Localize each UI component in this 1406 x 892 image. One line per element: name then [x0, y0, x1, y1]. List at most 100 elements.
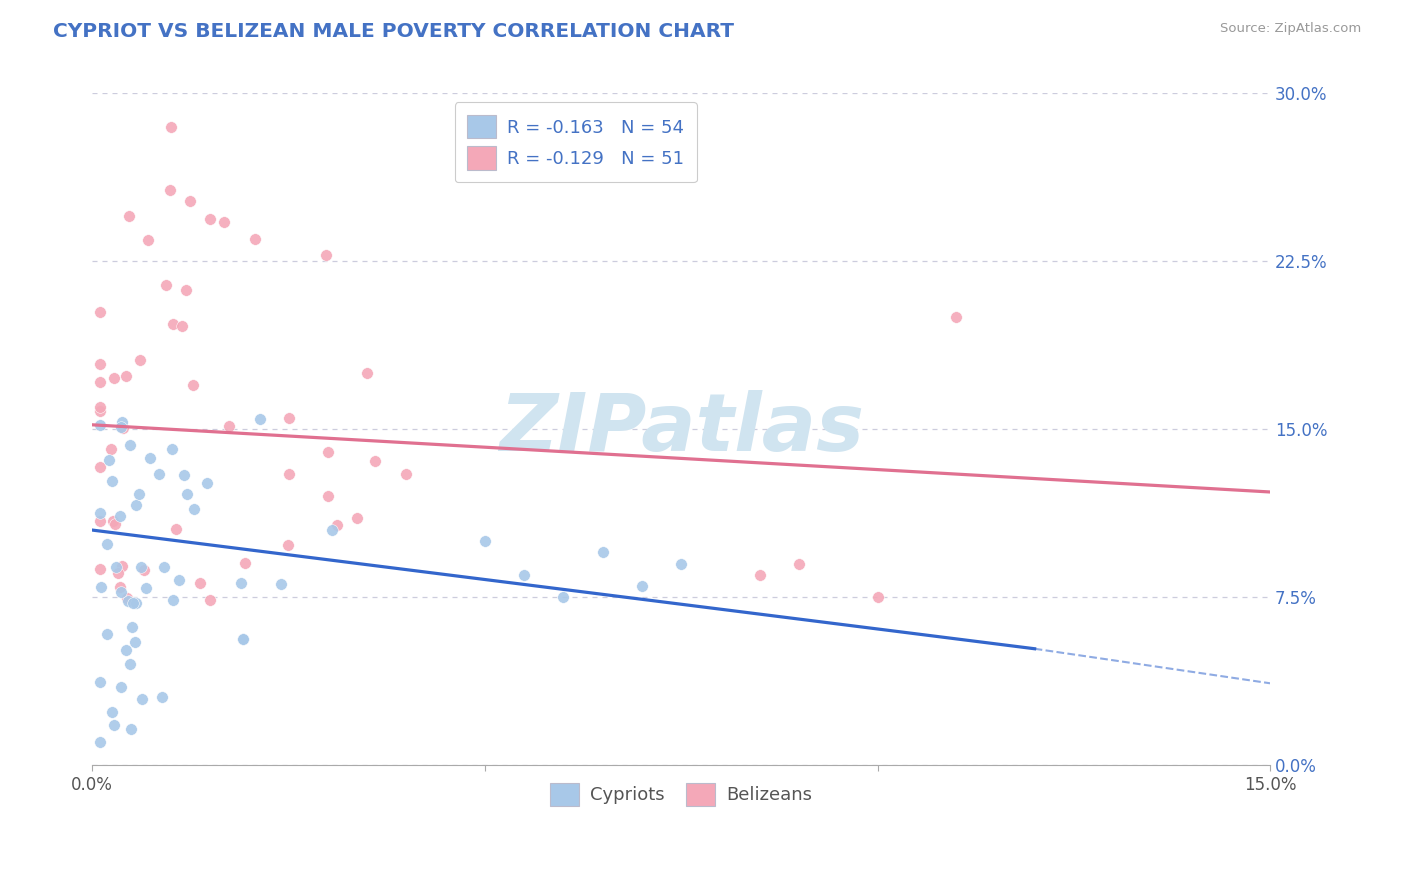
- Point: [173, 468, 195, 483]
- Text: Source: ZipAtlas.com: Source: ZipAtlas.com: [1220, 22, 1361, 36]
- Point: [270, 577, 292, 591]
- Point: [159, 120, 181, 134]
- Point: [183, 502, 205, 516]
- Point: [110, 420, 132, 434]
- Point: [316, 444, 339, 458]
- Point: [89, 401, 111, 415]
- Point: [90, 580, 112, 594]
- Point: [179, 194, 201, 209]
- Point: [103, 514, 125, 528]
- Point: [243, 232, 266, 246]
- Point: [152, 559, 174, 574]
- Point: [89, 675, 111, 690]
- Point: [108, 580, 131, 594]
- Point: [128, 353, 150, 368]
- Point: [89, 460, 111, 475]
- Point: [212, 215, 235, 229]
- Point: [176, 487, 198, 501]
- Point: [395, 467, 418, 481]
- Point: [363, 454, 385, 468]
- Point: [115, 591, 138, 606]
- Point: [89, 514, 111, 528]
- Point: [136, 233, 159, 247]
- Point: [356, 366, 378, 380]
- Point: [139, 450, 162, 465]
- Point: [188, 576, 211, 591]
- Point: [97, 453, 120, 467]
- Point: [120, 722, 142, 736]
- Point: [132, 563, 155, 577]
- Point: [124, 635, 146, 649]
- Point: [104, 517, 127, 532]
- Point: [110, 680, 132, 694]
- Point: [321, 523, 343, 537]
- Text: CYPRIOT VS BELIZEAN MALE POVERTY CORRELATION CHART: CYPRIOT VS BELIZEAN MALE POVERTY CORRELA…: [53, 22, 734, 41]
- Point: [96, 537, 118, 551]
- Point: [277, 411, 299, 425]
- Point: [945, 310, 967, 325]
- Point: [114, 643, 136, 657]
- Point: [107, 566, 129, 580]
- Point: [131, 691, 153, 706]
- Point: [117, 594, 139, 608]
- Point: [155, 277, 177, 292]
- Point: [162, 317, 184, 331]
- Point: [200, 212, 222, 227]
- Point: [346, 510, 368, 524]
- Point: [218, 418, 240, 433]
- Point: [111, 415, 134, 429]
- Point: [89, 305, 111, 319]
- Point: [748, 567, 770, 582]
- Point: [160, 442, 183, 456]
- Point: [104, 560, 127, 574]
- Point: [631, 579, 654, 593]
- Point: [159, 183, 181, 197]
- Point: [233, 556, 256, 570]
- Point: [120, 438, 142, 452]
- Point: [121, 620, 143, 634]
- Point: [169, 573, 191, 587]
- Point: [128, 486, 150, 500]
- Point: [553, 591, 575, 605]
- Point: [174, 283, 197, 297]
- Point: [89, 562, 111, 576]
- Point: [229, 576, 252, 591]
- Point: [111, 421, 134, 435]
- Point: [122, 596, 145, 610]
- Point: [118, 657, 141, 671]
- Point: [135, 581, 157, 595]
- Point: [114, 369, 136, 384]
- Point: [315, 248, 337, 262]
- Point: [108, 509, 131, 524]
- Point: [111, 558, 134, 573]
- Point: [89, 418, 111, 433]
- Point: [129, 560, 152, 574]
- Point: [125, 498, 148, 512]
- Point: [89, 735, 111, 749]
- Point: [787, 557, 810, 571]
- Point: [89, 375, 111, 389]
- Point: [118, 209, 141, 223]
- Point: [513, 567, 536, 582]
- Point: [277, 538, 299, 552]
- Point: [150, 690, 173, 704]
- Point: [195, 475, 218, 490]
- Legend: Cypriots, Belizeans: Cypriots, Belizeans: [543, 776, 820, 814]
- Point: [89, 404, 111, 418]
- Point: [125, 597, 148, 611]
- Point: [170, 319, 193, 334]
- Point: [866, 591, 889, 605]
- Text: ZIPatlas: ZIPatlas: [499, 391, 863, 468]
- Point: [198, 593, 221, 607]
- Point: [100, 442, 122, 457]
- Point: [103, 718, 125, 732]
- Point: [671, 557, 693, 571]
- Point: [277, 467, 299, 481]
- Point: [101, 705, 124, 719]
- Point: [89, 357, 111, 371]
- Point: [592, 545, 614, 559]
- Point: [181, 378, 204, 392]
- Point: [474, 534, 496, 549]
- Point: [326, 518, 349, 533]
- Point: [96, 627, 118, 641]
